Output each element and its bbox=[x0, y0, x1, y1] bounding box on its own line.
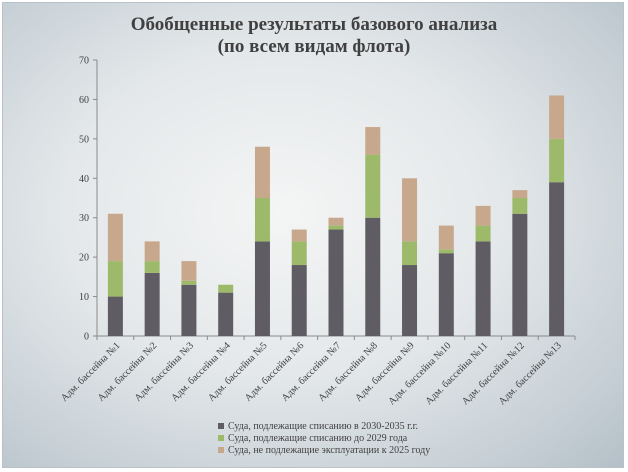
bar-segment bbox=[438, 249, 454, 254]
bar-segment bbox=[107, 261, 123, 297]
x-tick-label: Адм. бассейна №12 bbox=[460, 340, 527, 407]
legend-label: Суда, не подлежащие эксплуатации к 2025 … bbox=[228, 444, 431, 456]
legend-label: Суда, подлежащие списанию в 2030-2035 г.… bbox=[228, 420, 419, 432]
bar-segment bbox=[254, 241, 270, 336]
bar-segment bbox=[512, 213, 528, 336]
bar-segment bbox=[254, 198, 270, 242]
bar-segment bbox=[438, 253, 454, 336]
chart-title-line1: Обобщенные результаты базового анализа bbox=[130, 14, 498, 35]
bar-segment bbox=[475, 205, 491, 226]
bar-segment bbox=[328, 217, 344, 226]
bar-segment bbox=[291, 229, 307, 242]
legend-item: Суда, подлежащие списанию до 2029 года bbox=[218, 432, 430, 444]
legend-swatch bbox=[218, 435, 224, 441]
y-tick-label: 30 bbox=[79, 213, 89, 224]
bar-segment bbox=[254, 146, 270, 198]
bar-segment bbox=[438, 225, 454, 250]
y-tick-label: 70 bbox=[79, 56, 89, 67]
bar-segment bbox=[328, 229, 344, 336]
bar-segment bbox=[365, 127, 381, 155]
chart-title-line2: (по всем видам флота) bbox=[217, 36, 411, 57]
y-tick-label: 60 bbox=[79, 95, 89, 106]
bar-segment bbox=[475, 225, 491, 242]
bar-segment bbox=[549, 138, 565, 183]
legend-item: Суда, подлежащие списанию в 2030-2035 г.… bbox=[218, 420, 430, 432]
bar-segment bbox=[107, 296, 123, 336]
legend-swatch bbox=[218, 447, 224, 453]
bar-segment bbox=[181, 280, 197, 285]
bar-segment bbox=[549, 182, 565, 336]
bar-segment bbox=[512, 198, 528, 214]
x-tick-label: Адм. бассейна №11 bbox=[423, 340, 490, 407]
bar-segment bbox=[181, 284, 197, 336]
bar-segment bbox=[218, 284, 234, 293]
legend-label: Суда, подлежащие списанию до 2029 года bbox=[228, 432, 408, 444]
bar-segment bbox=[144, 261, 160, 273]
bar-segment bbox=[291, 265, 307, 336]
y-tick-label: 50 bbox=[79, 134, 89, 145]
bar-segment bbox=[291, 241, 307, 266]
bar-segment bbox=[402, 178, 418, 242]
bar-segment bbox=[402, 265, 418, 336]
bar-segment bbox=[328, 225, 344, 230]
legend-item: Суда, не подлежащие эксплуатации к 2025 … bbox=[218, 444, 430, 456]
chart-legend: Суда, подлежащие списанию в 2030-2035 г.… bbox=[218, 420, 430, 456]
x-tick-label: Адм. бассейна №13 bbox=[497, 340, 564, 407]
x-tick-label: Адм. бассейна №10 bbox=[386, 340, 453, 407]
bar-segment bbox=[365, 217, 381, 336]
bar-segment bbox=[218, 292, 234, 336]
bar-segment bbox=[402, 241, 418, 266]
bar-segment bbox=[512, 190, 528, 198]
bar-segment bbox=[107, 213, 123, 262]
chart-title: Обобщенные результаты базового анализа (… bbox=[0, 14, 628, 58]
bar-segment bbox=[144, 272, 160, 336]
bar-segment bbox=[181, 261, 197, 281]
y-tick-label: 40 bbox=[79, 174, 89, 185]
y-tick-label: 20 bbox=[79, 253, 89, 264]
y-tick-label: 0 bbox=[84, 332, 89, 343]
bar-segment bbox=[144, 241, 160, 262]
bar-segment bbox=[475, 241, 491, 336]
y-tick-label: 10 bbox=[79, 292, 89, 303]
bar-segment bbox=[549, 95, 565, 139]
legend-swatch bbox=[218, 423, 224, 429]
bar-segment bbox=[365, 154, 381, 218]
